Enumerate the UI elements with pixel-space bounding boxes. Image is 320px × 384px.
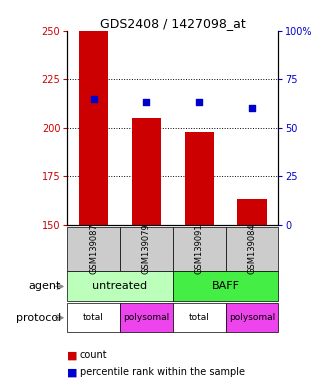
Text: BAFF: BAFF — [212, 281, 240, 291]
Text: percentile rank within the sample: percentile rank within the sample — [80, 367, 245, 377]
Point — [197, 99, 202, 106]
Bar — [132, 118, 161, 225]
Text: polysomal: polysomal — [123, 313, 170, 322]
Text: total: total — [83, 313, 104, 322]
Text: protocol: protocol — [16, 313, 61, 323]
Bar — [79, 31, 108, 225]
Text: GSM139091: GSM139091 — [195, 223, 204, 274]
Text: polysomal: polysomal — [229, 313, 275, 322]
Point — [250, 105, 255, 111]
Title: GDS2408 / 1427098_at: GDS2408 / 1427098_at — [100, 17, 246, 30]
Text: ■: ■ — [67, 350, 78, 360]
Text: total: total — [189, 313, 210, 322]
Text: count: count — [80, 350, 108, 360]
Text: untreated: untreated — [92, 281, 148, 291]
Text: ■: ■ — [67, 367, 78, 377]
Text: agent: agent — [28, 281, 61, 291]
Point — [91, 96, 96, 102]
Text: GSM139084: GSM139084 — [247, 223, 257, 274]
Bar — [237, 199, 267, 225]
Text: GSM139087: GSM139087 — [89, 223, 98, 274]
Text: GSM139079: GSM139079 — [142, 223, 151, 274]
Bar — [185, 132, 214, 225]
Point — [144, 99, 149, 106]
